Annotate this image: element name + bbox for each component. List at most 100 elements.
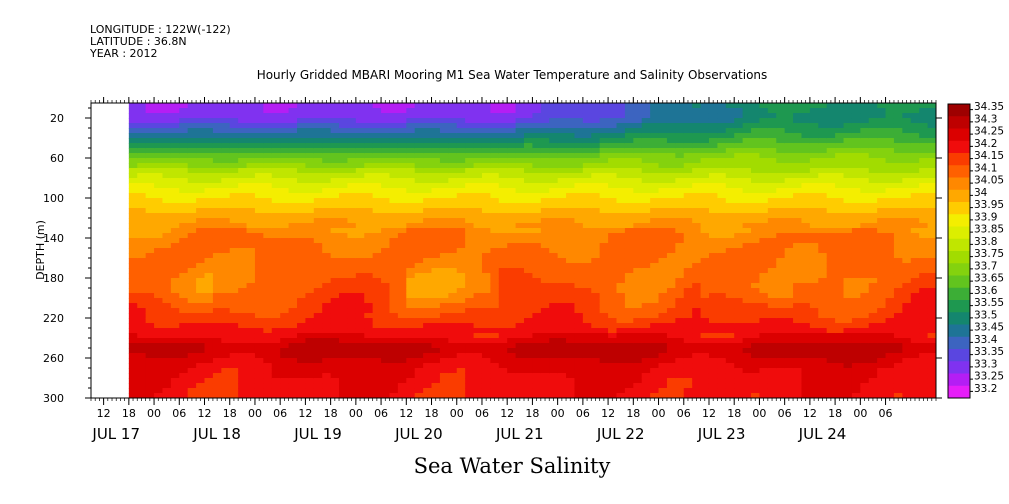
salinity-cell [776, 353, 786, 359]
salinity-cell [524, 213, 534, 219]
salinity-cell [322, 243, 332, 249]
salinity-cell [305, 158, 315, 164]
salinity-cell [355, 368, 365, 374]
salinity-cell [574, 133, 584, 139]
salinity-cell [481, 243, 491, 249]
salinity-cell [591, 178, 601, 184]
salinity-cell [381, 308, 391, 314]
salinity-cell [742, 283, 752, 289]
salinity-cell [221, 168, 231, 174]
salinity-cell [734, 123, 744, 129]
salinity-cell [212, 303, 222, 309]
salinity-cell [767, 228, 777, 234]
salinity-cell [473, 268, 483, 274]
salinity-cell [372, 328, 382, 334]
salinity-cell [448, 148, 458, 154]
salinity-cell [372, 358, 382, 364]
salinity-cell [372, 183, 382, 189]
salinity-cell [347, 303, 357, 309]
salinity-cell [700, 343, 710, 349]
salinity-cell [658, 328, 668, 334]
salinity-cell [431, 388, 441, 394]
salinity-cell [818, 208, 828, 214]
salinity-cell [708, 148, 718, 154]
salinity-cell [742, 238, 752, 244]
salinity-cell [835, 213, 845, 219]
salinity-cell [624, 198, 634, 204]
salinity-cell [456, 108, 466, 114]
salinity-cell [835, 253, 845, 259]
salinity-cell [170, 293, 180, 299]
salinity-cell [608, 338, 618, 344]
salinity-cell [616, 283, 626, 289]
latitude-label: LATITUDE : 36.8N [90, 35, 187, 48]
salinity-cell [406, 163, 416, 169]
salinity-cell [330, 198, 340, 204]
salinity-cell [818, 168, 828, 174]
salinity-cell [524, 268, 534, 274]
salinity-cell [540, 228, 550, 234]
salinity-cell [280, 288, 290, 294]
salinity-cell [490, 148, 500, 154]
salinity-cell [204, 308, 214, 314]
salinity-cell [145, 218, 155, 224]
salinity-cell [280, 353, 290, 359]
salinity-cell [212, 373, 222, 379]
salinity-cell [397, 118, 407, 124]
salinity-cell [507, 348, 517, 354]
salinity-cell [708, 233, 718, 239]
salinity-cell [650, 258, 660, 264]
salinity-cell [641, 133, 651, 139]
salinity-cell [339, 393, 349, 398]
salinity-cell [355, 308, 365, 314]
salinity-cell [364, 358, 374, 364]
salinity-cell [809, 243, 819, 249]
salinity-cell [591, 123, 601, 129]
salinity-cell [439, 203, 449, 209]
salinity-cell [137, 198, 147, 204]
salinity-cell [801, 118, 811, 124]
salinity-cell [532, 118, 542, 124]
salinity-cell [154, 328, 164, 334]
salinity-cell [801, 128, 811, 134]
salinity-cell [221, 308, 231, 314]
salinity-cell [767, 223, 777, 229]
salinity-cell [826, 188, 836, 194]
salinity-cell [793, 248, 803, 254]
salinity-cell [608, 333, 618, 339]
salinity-cell [582, 288, 592, 294]
salinity-cell [582, 178, 592, 184]
salinity-cell [254, 238, 264, 244]
salinity-cell [524, 123, 534, 129]
salinity-cell [423, 243, 433, 249]
salinity-cell [322, 238, 332, 244]
salinity-cell [431, 233, 441, 239]
salinity-cell [313, 343, 323, 349]
salinity-cell [793, 388, 803, 394]
salinity-cell [793, 243, 803, 249]
salinity-cell [540, 368, 550, 374]
salinity-cell [137, 208, 147, 214]
salinity-cell [465, 228, 475, 234]
salinity-cell [515, 123, 525, 129]
salinity-cell [305, 368, 315, 374]
salinity-cell [355, 343, 365, 349]
salinity-cell [187, 313, 197, 319]
salinity-cell [196, 278, 206, 284]
salinity-cell [683, 243, 693, 249]
salinity-cell [145, 238, 155, 244]
salinity-cell [650, 368, 660, 374]
salinity-cell [154, 203, 164, 209]
salinity-cell [532, 293, 542, 299]
salinity-cell [263, 388, 273, 394]
salinity-cell [540, 213, 550, 219]
salinity-cell [742, 148, 752, 154]
salinity-cell [658, 168, 668, 174]
salinity-cell [801, 243, 811, 249]
salinity-cell [742, 228, 752, 234]
salinity-cell [608, 308, 618, 314]
salinity-cell [465, 218, 475, 224]
salinity-cell [801, 168, 811, 174]
salinity-cell [137, 243, 147, 249]
salinity-cell [566, 338, 576, 344]
